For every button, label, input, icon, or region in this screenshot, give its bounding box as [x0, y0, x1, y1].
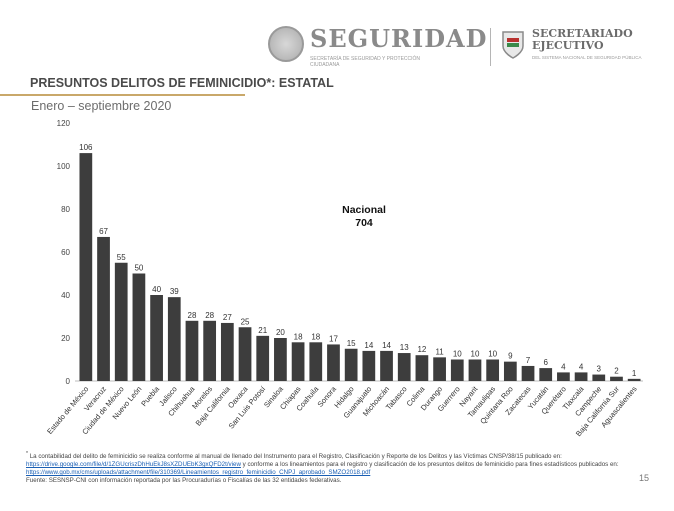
bar: [362, 350, 376, 381]
bar: [539, 368, 553, 381]
bar: [97, 236, 110, 381]
bar-value-label: 10: [488, 350, 497, 359]
bar: [574, 372, 588, 381]
national-emblem-icon: [268, 26, 304, 62]
bar: [344, 348, 358, 381]
bar: [291, 342, 305, 381]
bar: [397, 353, 411, 381]
y-tick-label: 120: [57, 119, 71, 128]
sesnsp-logo-line2: EJECUTIVO: [532, 39, 604, 52]
logo-divider: [490, 28, 491, 66]
bar-value-label: 55: [117, 253, 126, 262]
bar-value-label: 14: [382, 341, 391, 350]
bar-value-label: 67: [99, 227, 108, 236]
y-tick-label: 80: [61, 205, 70, 214]
bar: [238, 327, 252, 381]
sesnsp-logo: SECRETARIADO EJECUTIVO: [532, 28, 633, 52]
y-tick-label: 40: [61, 291, 70, 300]
bar-value-label: 4: [579, 362, 584, 371]
y-tick-label: 20: [61, 334, 70, 343]
period-subtitle: Enero – septiembre 2020: [31, 99, 172, 113]
bar: [610, 376, 623, 381]
bar-value-label: 10: [471, 350, 480, 359]
footnote-source: Fuente: SESNSP-CNI con información repor…: [26, 476, 342, 484]
footnote-link-2[interactable]: https://www.gob.mx/cms/uploads/attachmen…: [26, 468, 371, 476]
page-number: 15: [639, 473, 650, 483]
bar-value-label: 2: [614, 367, 619, 376]
bar: [114, 262, 128, 381]
bar-value-label: 11: [435, 347, 444, 356]
bar: [256, 335, 270, 381]
bar: [220, 322, 234, 381]
footnote-text-2: y conforme a los lineamientos para el re…: [240, 460, 619, 468]
bar-value-label: 20: [276, 328, 285, 337]
category-label: Puebla: [139, 384, 161, 408]
bar-value-label: 25: [241, 317, 250, 326]
footnote-link-1[interactable]: https://drive.google.com/file/d/1ZGUcris…: [26, 460, 241, 468]
bar: [185, 320, 199, 381]
bar-value-label: 10: [453, 350, 462, 359]
footnote-star: *: [26, 451, 29, 457]
bar-value-label: 17: [329, 334, 338, 343]
seguridad-logo: SEGURIDAD: [310, 24, 488, 53]
footnote-text-1: La contabilidad del delito de feminicidi…: [28, 453, 562, 461]
bar-value-label: 9: [508, 352, 513, 361]
bar-value-label: 3: [597, 365, 602, 374]
bar: [592, 374, 606, 381]
bar: [380, 350, 393, 381]
national-total-label: Nacional: [342, 204, 386, 216]
bar: [433, 357, 446, 381]
bar: [503, 361, 517, 381]
bar: [415, 355, 429, 381]
y-tick-label: 60: [61, 248, 70, 257]
y-tick-label: 100: [57, 162, 71, 171]
bar: [79, 153, 93, 381]
seguridad-subtitle: SECRETARÍA DE SEGURIDAD Y PROTECCIÓN CIU…: [310, 56, 421, 68]
sesnsp-subtitle: DEL SISTEMA NACIONAL DE SEGURIDAD PÚBLIC…: [532, 55, 642, 60]
national-total-value: 704: [355, 217, 373, 229]
bar: [132, 273, 146, 381]
bar-value-label: 7: [526, 356, 531, 365]
bar-value-label: 39: [170, 287, 179, 296]
header-logos: SEGURIDAD SECRETARÍA DE SEGURIDAD Y PROT…: [268, 16, 641, 76]
bar: [327, 344, 340, 381]
bar: [150, 295, 163, 381]
bar-value-label: 15: [347, 339, 356, 348]
bar-value-label: 50: [134, 264, 143, 273]
bar-value-label: 13: [400, 343, 409, 352]
bar-value-label: 21: [258, 326, 267, 335]
bar: [203, 320, 217, 381]
bar: [521, 365, 535, 381]
bar-value-label: 18: [311, 332, 320, 341]
bar-value-label: 18: [294, 332, 303, 341]
footnote: * La contabilidad del delito de feminici…: [26, 451, 630, 485]
bar: [309, 342, 323, 381]
shield-icon: [502, 31, 524, 59]
bar: [486, 359, 500, 381]
bar-value-label: 6: [543, 358, 548, 367]
bar-value-label: 27: [223, 313, 232, 322]
bar-value-label: 1: [632, 369, 637, 378]
bar: [274, 338, 287, 381]
bar-value-label: 106: [79, 143, 93, 152]
bar: [468, 359, 482, 381]
title-underline: [0, 94, 245, 96]
bar: [557, 372, 570, 381]
bar: [450, 359, 464, 381]
bar: [627, 378, 641, 381]
bar-value-label: 12: [417, 345, 426, 354]
bar: [167, 297, 181, 381]
y-tick-label: 0: [66, 377, 71, 386]
bar-value-label: 28: [188, 311, 197, 320]
page-title: PRESUNTOS DELITOS DE FEMINICIDIO*: ESTAT…: [30, 76, 334, 90]
bar-value-label: 28: [205, 311, 214, 320]
sesnsp-logo-line1: SECRETARIADO: [532, 27, 633, 40]
bar-value-label: 14: [364, 341, 373, 350]
bar-value-label: 4: [561, 362, 566, 371]
bar-value-label: 40: [152, 285, 161, 294]
